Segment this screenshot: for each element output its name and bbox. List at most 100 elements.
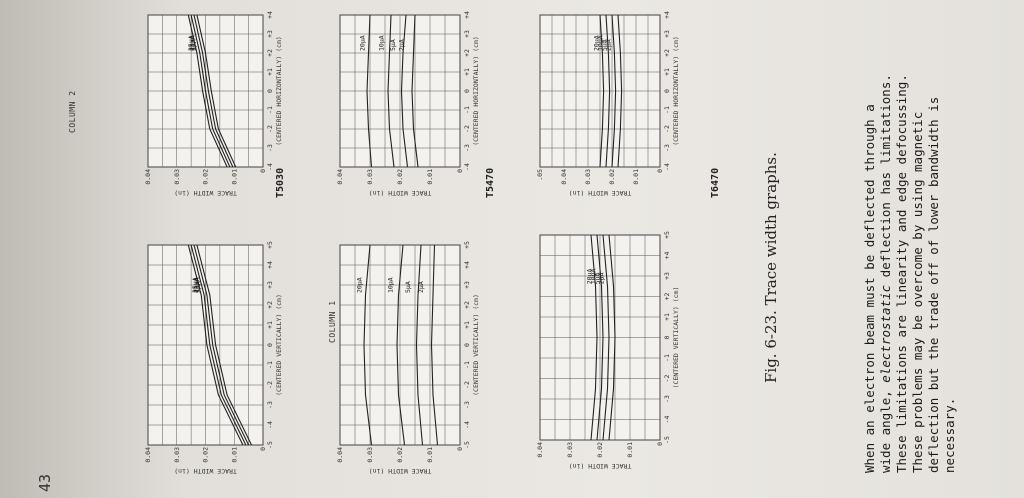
series-label: 5μA <box>389 39 397 51</box>
x-tick-label: -3 <box>266 401 274 409</box>
y-tick-label: 0.01 <box>426 447 434 463</box>
y-tick-label: 0.03 <box>366 447 374 463</box>
model-label-t6470: T6470 <box>710 167 721 198</box>
y-axis-label: TRACE WIDTH (in) <box>369 189 432 197</box>
x-tick-label: 0 <box>663 89 671 93</box>
x-tick-label: -3 <box>463 144 471 152</box>
y-tick-label: 0.01 <box>626 442 634 458</box>
x-tick-label: +3 <box>463 281 471 289</box>
x-tick-label: +1 <box>463 321 471 329</box>
series-line <box>605 14 611 168</box>
x-tick-label: +1 <box>663 68 671 76</box>
x-tick-label: +1 <box>266 321 274 329</box>
x-tick-label: +1 <box>663 313 671 321</box>
x-tick-label: 0 <box>463 89 471 93</box>
x-tick-label: -4 <box>463 421 471 429</box>
y-tick-label: 0.03 <box>173 169 181 185</box>
series-line <box>363 244 373 446</box>
y-tick-label: 0.03 <box>366 169 374 185</box>
body-line-2: wide angle, electrostatic deflection has… <box>878 74 893 473</box>
x-tick-label: -1 <box>663 354 671 362</box>
series-label: 35μA <box>187 35 195 51</box>
x-tick-label: -4 <box>266 421 274 429</box>
x-tick-label: +4 <box>463 11 471 19</box>
series-line <box>602 234 610 441</box>
y-tick-label: 0.03 <box>173 447 181 463</box>
x-axis-label: (CENTERED HORIZONTALLY) (cm) <box>672 36 680 146</box>
y-tick-label: 0.02 <box>596 442 604 458</box>
body-line-6: necessary. <box>942 397 957 473</box>
x-tick-label: -4 <box>663 163 671 171</box>
x-tick-label: -1 <box>266 106 274 114</box>
x-tick-label: -3 <box>463 401 471 409</box>
x-tick-label: -1 <box>663 106 671 114</box>
x-tick-label: +5 <box>463 241 471 249</box>
x-tick-label: -5 <box>663 436 671 444</box>
x-tick-label: +4 <box>663 11 671 19</box>
x-tick-label: +2 <box>463 301 471 309</box>
x-tick-label: -3 <box>266 144 274 152</box>
series-line <box>193 244 250 446</box>
series-label: 5μA <box>600 39 608 51</box>
x-tick-label: +3 <box>663 272 671 280</box>
series-label: 35μA <box>191 277 199 293</box>
y-tick-label: .05 <box>536 169 544 181</box>
series-line <box>611 14 617 168</box>
series-line <box>387 14 395 168</box>
x-tick-label: +1 <box>266 68 274 76</box>
series-line <box>187 14 228 168</box>
y-tick-label: 0 <box>259 169 267 173</box>
y-tick-label: 0.01 <box>426 169 434 185</box>
y-tick-label: 0 <box>656 169 664 173</box>
x-tick-label: -2 <box>266 381 274 389</box>
x-tick-label: +3 <box>266 30 274 38</box>
x-axis-label: (CENTERED HORIZONTALLY) (cm) <box>275 36 283 146</box>
y-tick-label: 0.04 <box>144 169 152 185</box>
series-line <box>196 14 237 168</box>
x-tick-label: -2 <box>663 375 671 383</box>
x-tick-label: -3 <box>663 395 671 403</box>
series-label: 20μA <box>356 277 364 293</box>
series-label: 5μA <box>594 272 602 284</box>
series-label: 20μA <box>586 269 594 285</box>
x-tick-label: -4 <box>463 163 471 171</box>
y-tick-label: 0 <box>456 447 464 451</box>
figure-caption: Fig. 6-23. Trace width graphs. <box>762 152 780 383</box>
x-tick-label: +2 <box>663 49 671 57</box>
x-axis-label: (CENTERED VERTICALLY) (cm) <box>472 294 480 396</box>
series-line <box>396 244 406 446</box>
y-tick-label: 0.04 <box>336 169 344 185</box>
series-line <box>617 14 623 168</box>
x-tick-label: +4 <box>463 261 471 269</box>
x-tick-label: -4 <box>266 163 274 171</box>
x-tick-label: 0 <box>266 89 274 93</box>
series-line <box>415 244 424 446</box>
series-line <box>190 14 231 168</box>
series-label: 10μA <box>387 277 395 293</box>
y-tick-label: 0.01 <box>230 447 238 463</box>
body-line-5: deflection but the trade off of lower ba… <box>926 96 941 473</box>
x-axis-label: (CENTERED VERTICALLY) (cm) <box>275 294 283 396</box>
series-label: 10μA <box>378 35 386 51</box>
y-axis-label: TRACE WIDTH (in) <box>569 189 632 197</box>
y-tick-label: 0 <box>656 442 664 446</box>
y-tick-label: 0.02 <box>396 169 404 185</box>
x-tick-label: +3 <box>463 30 471 38</box>
x-tick-label: -2 <box>663 125 671 133</box>
model-label-t5470: T5470 <box>485 167 496 198</box>
y-tick-label: 0.02 <box>608 169 616 185</box>
x-tick-label: +4 <box>266 11 274 19</box>
series-label: 20μA <box>359 35 367 51</box>
body-line-3: These limitations are linearity and edge… <box>894 74 909 473</box>
y-tick-label: 0.04 <box>336 447 344 463</box>
y-tick-label: 0.02 <box>202 169 210 185</box>
y-axis-label: TRACE WIDTH (in) <box>174 189 237 197</box>
series-line <box>411 14 419 168</box>
series-label: 2μA <box>417 281 425 293</box>
series-label: 5μA <box>194 281 202 293</box>
x-tick-label: +2 <box>663 293 671 301</box>
x-tick-label: +4 <box>663 252 671 260</box>
x-tick-label: +1 <box>463 68 471 76</box>
x-tick-label: +2 <box>266 301 274 309</box>
